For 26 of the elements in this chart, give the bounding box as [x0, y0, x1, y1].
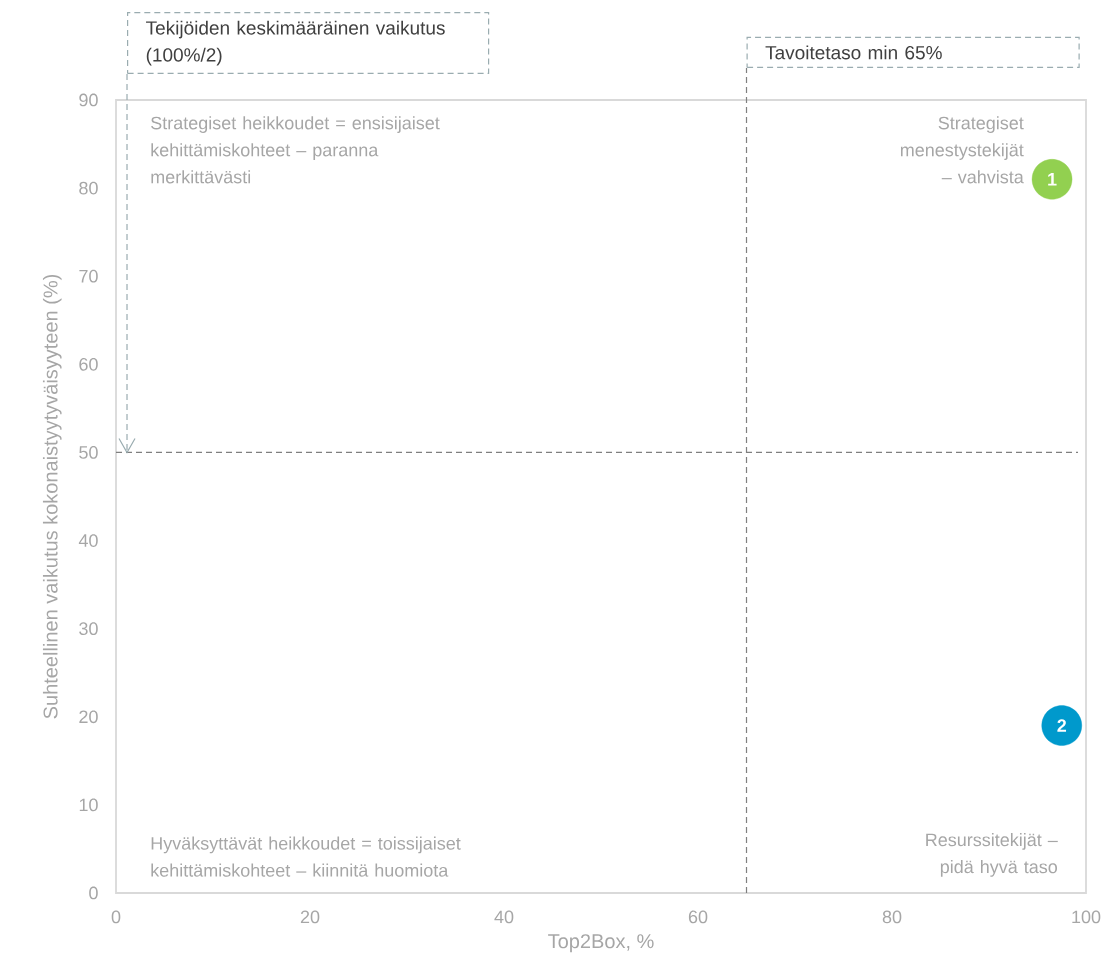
y-tick-label: 50: [79, 446, 98, 459]
x-tick-label: 60: [688, 910, 708, 924]
y-tick-label: 40: [78, 534, 98, 547]
y-tick-label: 10: [79, 798, 98, 812]
y-tick-label: 90: [79, 93, 98, 107]
x-axis-title: Top2Box, %: [548, 934, 654, 953]
y-tick-label: 20: [79, 710, 98, 724]
annotation: Strategiset menestystekijät – vahvista: [900, 116, 1024, 184]
y-axis-title: Suhteellinen vaikutus kokonaistyytyväisyyteen (%): [42, 274, 62, 719]
annotation: 1: [1048, 173, 1057, 186]
annotation: Resurssitekijät – pidä hyvä taso: [926, 833, 1058, 877]
annotation: Strategiset heikkoudet = ensisijaiset kehittämiskohteet – paranna merkittävästi: [151, 116, 440, 184]
x-tick-label: 40: [494, 910, 514, 924]
x-tick-label: 80: [882, 910, 902, 924]
x-tick-label: 100: [1072, 910, 1101, 924]
y-tick-label: 30: [79, 622, 98, 636]
ref-line-label: Tekijöiden keskimääräinen vaikutus (100%/2): [146, 20, 445, 66]
y-tick-label: 0: [89, 886, 98, 900]
y-tick-label: 80: [79, 181, 98, 195]
y-tick-label: 60: [79, 357, 98, 371]
annotation: 2: [1057, 719, 1067, 732]
x-tick-label: 0: [111, 910, 121, 924]
y-tick-label: 70: [79, 269, 98, 283]
x-tick-label: 20: [300, 910, 320, 924]
annotation: Hyväksyttävät heikkoudet = toissijaiset kehittämiskohteet – kiinnitä huomiota: [151, 836, 461, 877]
ref-line-label: Tavoitetaso min 65%: [765, 45, 942, 60]
